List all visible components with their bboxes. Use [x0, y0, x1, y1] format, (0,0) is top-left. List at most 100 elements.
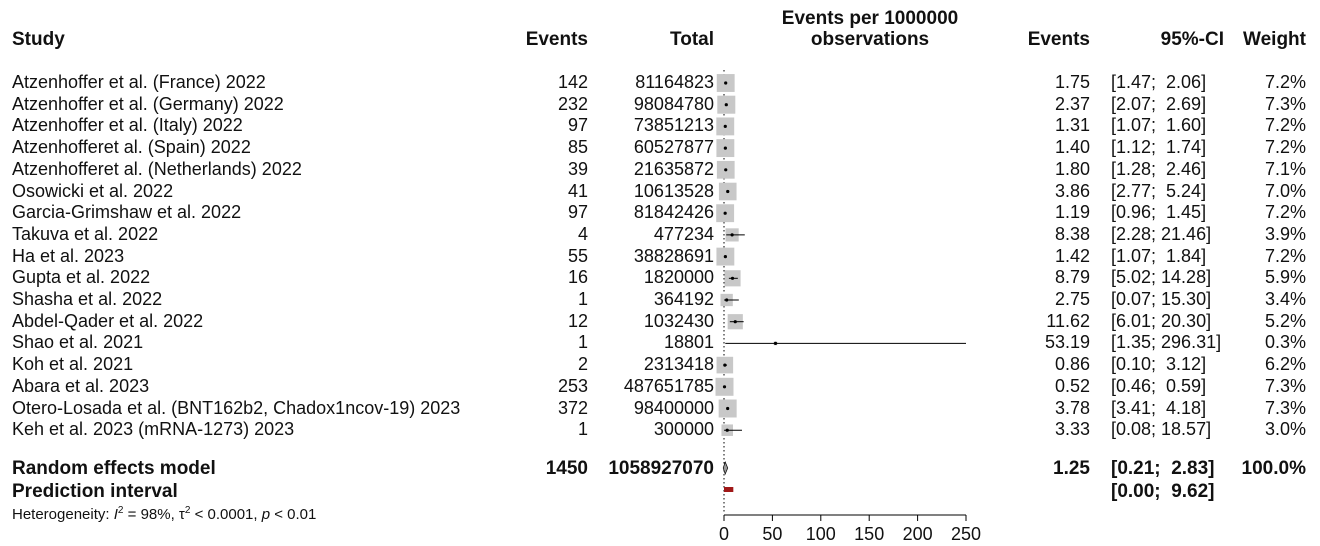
study-weight: 7.2%: [1264, 137, 1306, 158]
study-name: Keh et al. 2023 (mRNA-1273) 2023: [12, 419, 295, 440]
study-name: Takuva et al. 2022: [12, 223, 159, 244]
study-ci: [0.07; 15.30]: [1111, 289, 1212, 309]
study-ci: [1.07; 1.60]: [1111, 115, 1207, 136]
study-weight: 3.9%: [1264, 223, 1306, 244]
study-total: 98084780: [633, 93, 714, 114]
study-rate: 0.86: [1054, 354, 1090, 375]
plot-title-line1: Events per 1000000: [781, 8, 959, 29]
summary-total: 1058927070: [608, 458, 714, 479]
study-ci: [1.47; 2.06]: [1111, 72, 1207, 92]
prediction-label: Prediction interval: [12, 481, 178, 502]
study-rate: 0.52: [1054, 375, 1090, 396]
study-total: 81842426: [633, 202, 714, 223]
study-events: 1: [577, 419, 588, 440]
study-events: 39: [567, 158, 588, 179]
study-weight: 7.1%: [1264, 158, 1306, 179]
study-point: [723, 255, 727, 259]
study-name: Abdel-Qader et al. 2022: [12, 310, 204, 331]
study-events: 4: [577, 223, 588, 244]
prediction-interval-bar: [724, 487, 734, 492]
study-weight: 7.2%: [1264, 72, 1306, 92]
x-tick-label: 200: [903, 524, 933, 544]
study-weight: 7.2%: [1264, 202, 1306, 223]
study-total: 1032430: [643, 310, 714, 331]
weight-column-header: Weight: [1243, 29, 1306, 50]
study-point: [726, 189, 730, 194]
summary-weight: 100.0%: [1241, 458, 1306, 479]
study-ci: [2.77; 5.24]: [1111, 180, 1207, 201]
study-total: 38828691: [633, 245, 714, 266]
study-name: Garcia-Grimshaw et al. 2022: [12, 202, 242, 223]
study-ci: [2.07; 2.69]: [1111, 93, 1207, 114]
study-point: [725, 298, 729, 302]
tau-value: < 0.0001,: [190, 506, 262, 523]
study-ci: [6.01; 20.30]: [1111, 310, 1212, 331]
summary-events: 1450: [545, 458, 588, 479]
study-rate: 8.79: [1054, 267, 1090, 288]
summary-ci: [0.21; 2.83]: [1111, 458, 1215, 479]
study-weight: 7.2%: [1264, 115, 1306, 136]
study-total: 60527877: [633, 137, 714, 158]
study-total: 98400000: [633, 397, 714, 418]
study-name: Atzenhoffer et al. (Germany) 2022: [12, 93, 284, 114]
x-tick-label: 100: [806, 524, 836, 544]
study-name: Atzenhoffer et al. (Italy) 2022: [12, 115, 243, 136]
i2-symbol: I: [113, 506, 118, 523]
study-total: 477234: [653, 223, 714, 244]
study-total: 21635872: [633, 158, 714, 179]
summary-rate: 1.25: [1053, 458, 1090, 479]
x-tick-label: 50: [762, 524, 782, 544]
study-total: 73851213: [633, 115, 714, 136]
study-column-header: Study: [12, 29, 65, 50]
study-rate: 1.40: [1054, 137, 1090, 158]
ci-column-header: 95%-CI: [1160, 29, 1224, 50]
study-weight: 7.0%: [1264, 180, 1306, 201]
study-name: Atzenhoffer et al. (France) 2022: [12, 72, 266, 92]
study-events: 55: [567, 245, 588, 266]
p-symbol: p: [261, 506, 271, 523]
study-ci: [1.28; 2.46]: [1111, 158, 1207, 179]
study-total: 2313418: [643, 354, 714, 375]
study-point: [723, 211, 727, 215]
study-rate: 53.19: [1044, 332, 1090, 353]
study-events: 372: [557, 397, 588, 418]
study-weight: 7.2%: [1264, 245, 1306, 266]
study-point: [723, 124, 727, 128]
study-events: 232: [557, 93, 588, 114]
study-rate: 1.31: [1054, 115, 1090, 136]
events-column-header: Events: [525, 29, 588, 50]
study-point: [724, 103, 728, 107]
study-name: Koh et al. 2021: [12, 354, 134, 375]
rate-column-header: Events: [1027, 29, 1090, 50]
p-value: < 0.01: [270, 506, 317, 523]
heterogeneity-text: Heterogeneity: I2 = 98%, τ2 < 0.0001, p …: [12, 505, 316, 523]
study-name: Otero-Losada et al. (BNT162b2, Chadox1nc…: [12, 397, 461, 418]
study-point: [726, 406, 730, 411]
study-total: 1820000: [643, 267, 714, 288]
study-ci: [0.08; 18.57]: [1111, 419, 1212, 440]
study-ci: [5.02; 14.28]: [1111, 267, 1212, 288]
study-rate: 3.78: [1054, 397, 1090, 418]
study-ci: [0.46; 0.59]: [1111, 375, 1207, 396]
study-total: 364192: [653, 289, 714, 309]
x-tick-label: 250: [951, 524, 981, 544]
study-point: [722, 385, 727, 389]
i2-superscript: 2: [117, 505, 124, 516]
study-weight: 5.9%: [1264, 267, 1306, 288]
study-rate: 2.37: [1054, 93, 1090, 114]
study-name: Shasha et al. 2022: [12, 289, 163, 309]
study-rate: 3.33: [1054, 419, 1090, 440]
study-ci: [3.41; 4.18]: [1111, 397, 1207, 418]
study-ci: [2.28; 21.46]: [1111, 223, 1212, 244]
x-tick-label: 0: [719, 524, 729, 544]
study-point: [733, 320, 737, 324]
study-weight: 3.4%: [1264, 289, 1306, 309]
x-tick-label: 150: [854, 524, 884, 544]
study-events: 97: [567, 115, 588, 136]
study-point: [724, 81, 728, 85]
study-weight: 6.2%: [1264, 354, 1306, 375]
study-weight: 7.3%: [1264, 93, 1306, 114]
study-ci: [1.07; 1.84]: [1111, 245, 1207, 266]
study-ci: [1.12; 1.74]: [1111, 137, 1207, 158]
